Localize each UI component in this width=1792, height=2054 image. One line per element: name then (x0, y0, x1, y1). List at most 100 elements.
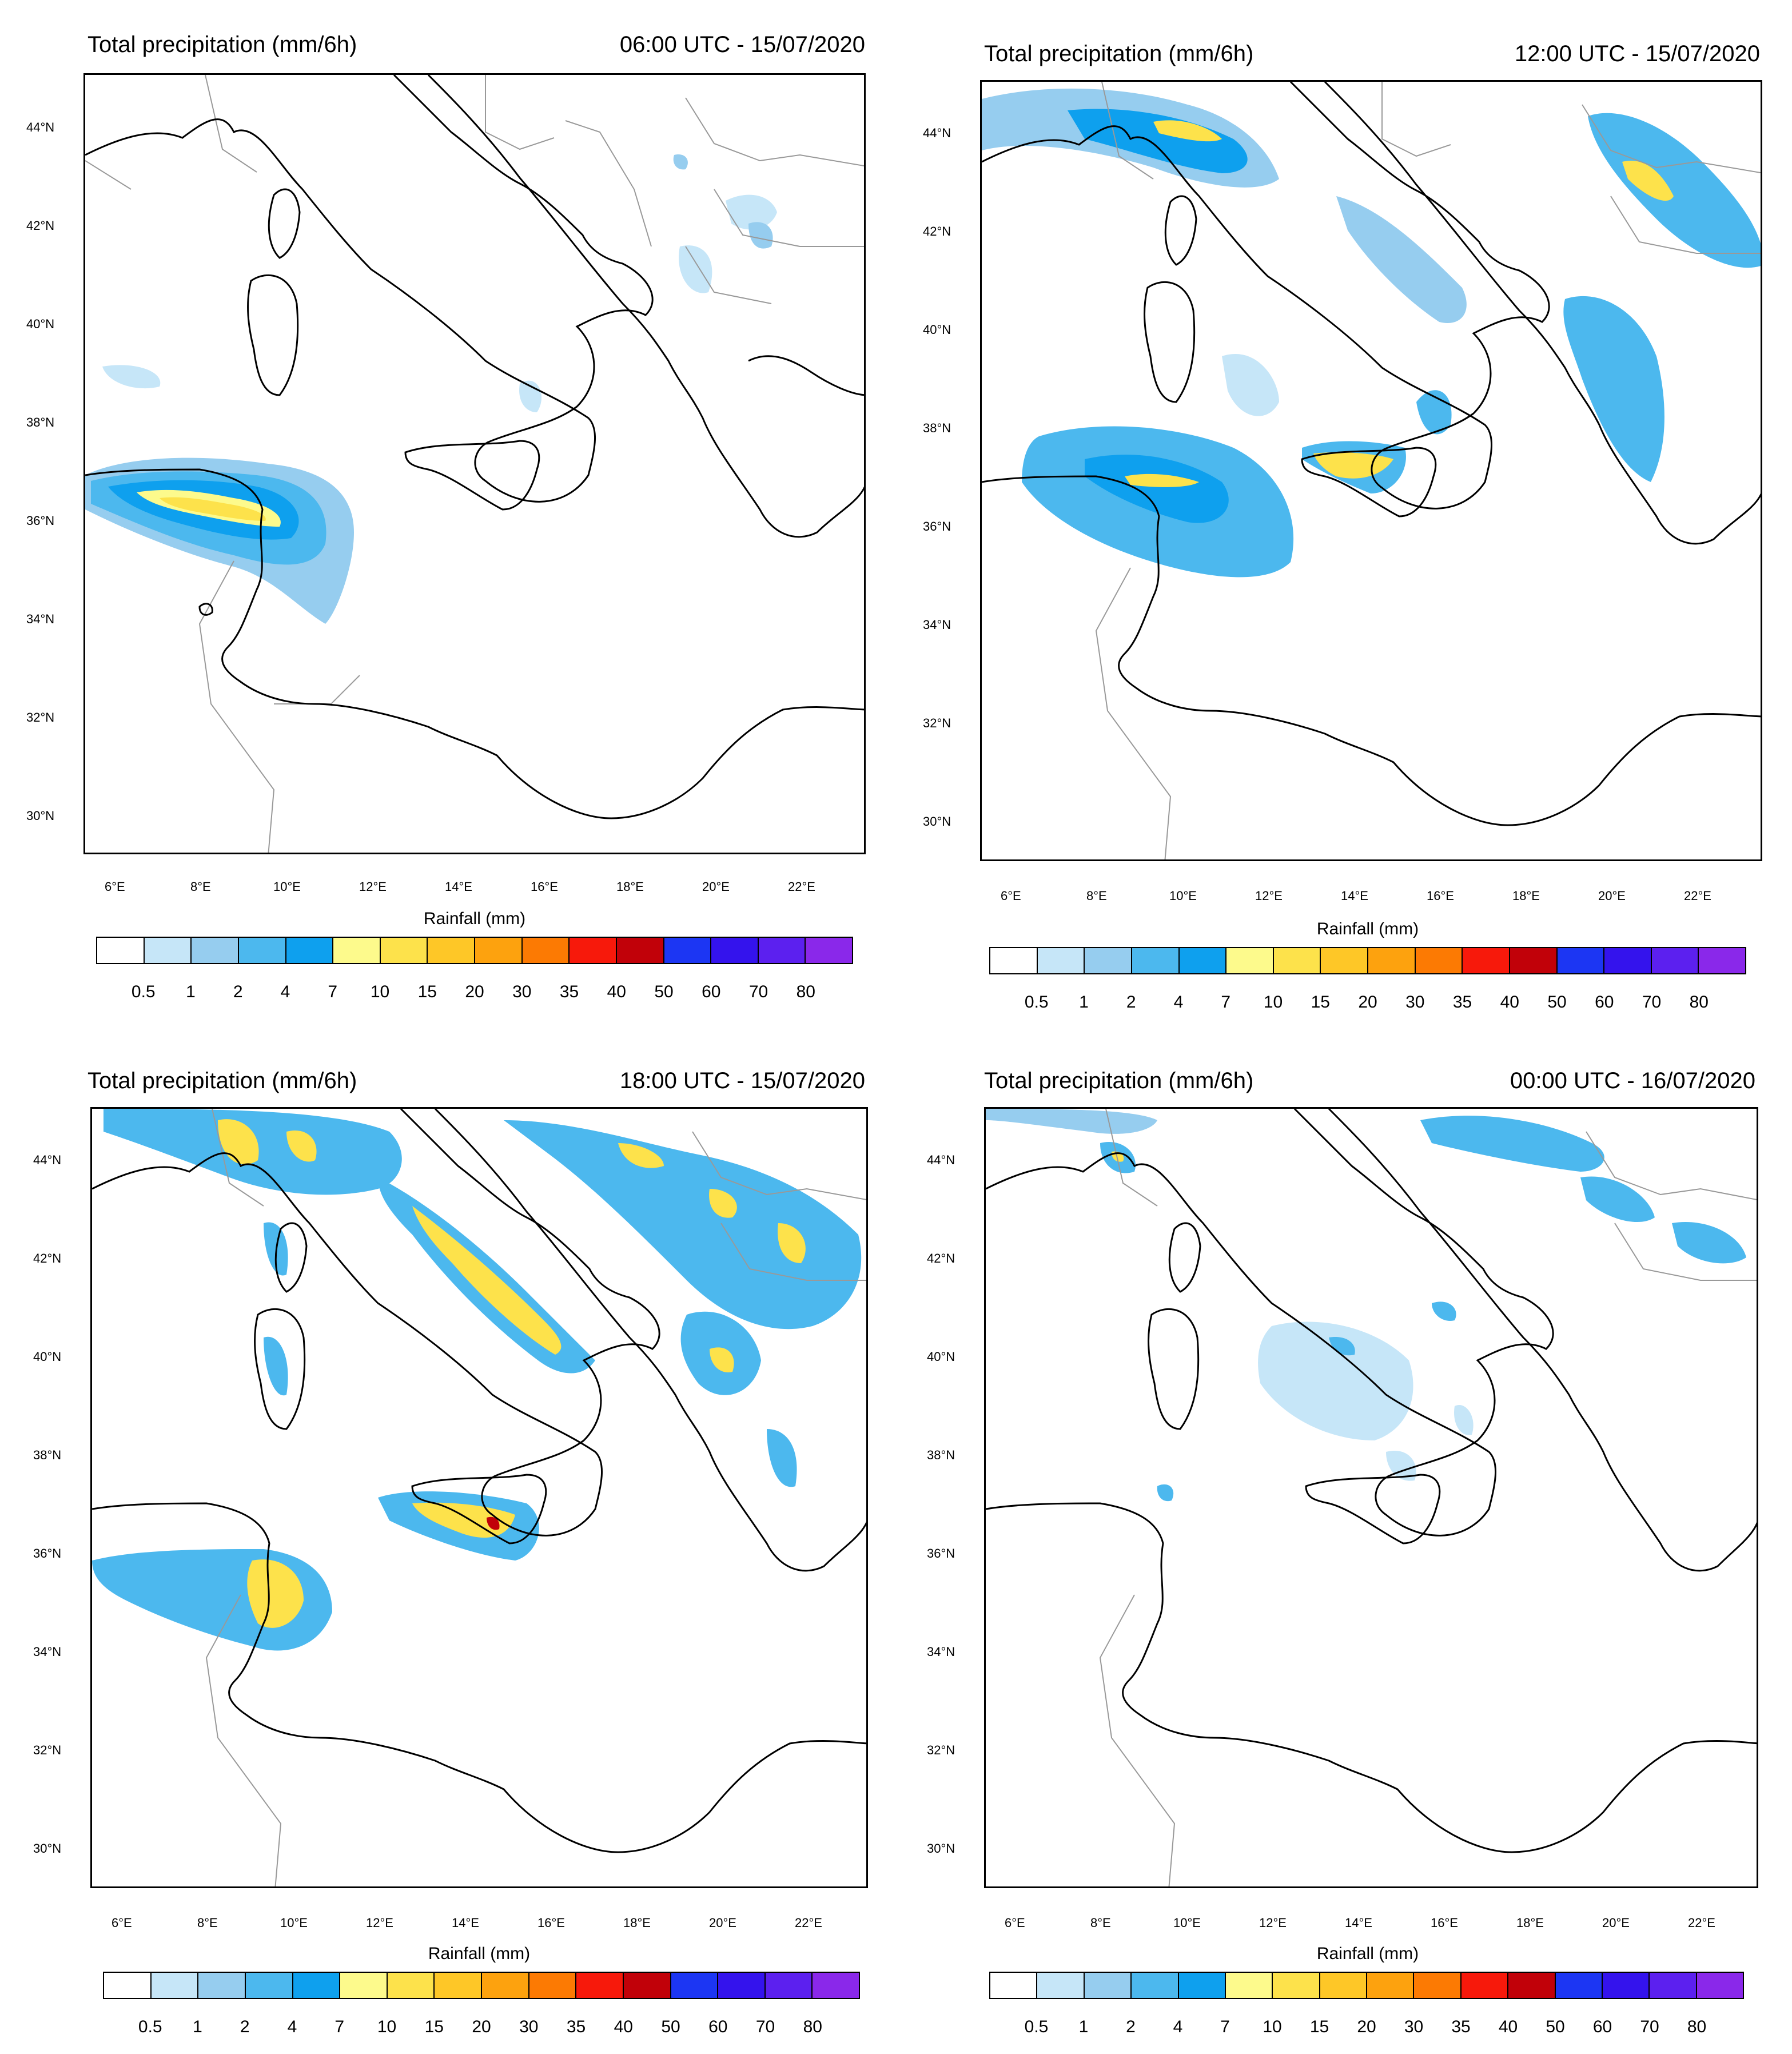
colorbar-value: 60 (708, 2017, 728, 2036)
colorbar-cell (192, 938, 239, 963)
precip-area (726, 194, 777, 230)
colorbar-cell (1510, 948, 1558, 973)
lon-label: 16°E (537, 1916, 565, 1930)
colorbar-value: 1 (193, 2017, 202, 2036)
precip-area (748, 222, 773, 249)
colorbar-values: 0.5 1 2 4 7 10 15 20 30 35 40 50 60 70 80 (96, 984, 853, 1004)
precipitation-map (85, 75, 864, 853)
colorbar-value: 15 (1309, 2017, 1329, 2036)
precipitation-map (986, 1109, 1757, 1886)
colorbar-cell (340, 1973, 388, 1998)
precip-area (1329, 1337, 1355, 1356)
panel-title: Total precipitation (mm/6h) (984, 41, 1254, 66)
lat-label: 38°N (26, 415, 55, 429)
colorbar-value: 4 (287, 2017, 297, 2036)
lat-label: 30°N (923, 814, 951, 829)
colorbar-value: 40 (614, 2017, 633, 2036)
lon-label: 22°E (795, 1916, 822, 1930)
lon-label: 10°E (1173, 1916, 1201, 1930)
precip-area (1386, 1451, 1416, 1481)
colorbar-value: 60 (1595, 993, 1614, 1012)
precip-area (1420, 1116, 1604, 1172)
lat-label: 32°N (33, 1743, 62, 1757)
precip-area (504, 1120, 862, 1329)
colorbar-value: 7 (334, 2017, 345, 2036)
lon-label: 8°E (197, 1916, 218, 1930)
colorbar-cell (97, 938, 145, 963)
precip-area (673, 154, 688, 170)
colorbar-cell (623, 1973, 671, 1998)
precipitation-map (982, 82, 1761, 859)
colorbar-cell (616, 938, 664, 963)
map-panel-0615: Total precipitation (mm/6h) 06:00 UTC - … (0, 0, 896, 1027)
precip-area (679, 245, 712, 293)
colorbar-cell (286, 938, 334, 963)
lat-label: 44°N (923, 126, 951, 140)
lat-label: 34°N (33, 1645, 62, 1659)
lat-label: 40°N (26, 317, 55, 331)
colorbar-value: 20 (1357, 2017, 1376, 2036)
colorbar-cell (1037, 948, 1085, 973)
colorbar-cell (576, 1973, 624, 1998)
colorbar-cell (1084, 1973, 1132, 1998)
colorbar-cell (1699, 948, 1745, 973)
colorbar-value: 80 (1687, 2017, 1707, 2036)
lon-label: 16°E (1427, 889, 1454, 903)
lon-label: 20°E (702, 879, 730, 894)
lat-label: 44°N (33, 1153, 62, 1167)
colorbar-value: 1 (1079, 993, 1089, 1012)
colorbar-cell (1225, 1973, 1273, 1998)
lat-label: 42°N (927, 1251, 955, 1265)
colorbar-cell (482, 1973, 529, 1998)
colorbar-value: 80 (803, 2017, 822, 2036)
precip-fields (85, 154, 777, 624)
lon-label: 14°E (1345, 1916, 1372, 1930)
precipitation-map (92, 1109, 866, 1886)
colorbar (989, 1972, 1744, 1999)
colorbar-value: 40 (1498, 2017, 1518, 2036)
colorbar-value: 35 (559, 982, 579, 1001)
colorbar-value: 20 (472, 2017, 491, 2036)
lat-label: 32°N (923, 716, 951, 730)
colorbar-cell (1085, 948, 1132, 973)
colorbar-cell (435, 1973, 482, 1998)
colorbar-cell (1273, 1973, 1320, 1998)
colorbar-cell (1321, 948, 1368, 973)
lon-label: 20°E (709, 1916, 736, 1930)
lon-label: 12°E (1255, 889, 1283, 903)
colorbar (96, 937, 853, 964)
lon-label: 14°E (445, 879, 472, 894)
colorbar-values: 0.5 1 2 4 7 10 15 20 30 35 40 50 60 70 80 (103, 2019, 860, 2039)
precip-area (1222, 354, 1279, 416)
lon-label: 10°E (1169, 889, 1197, 903)
map-frame (83, 73, 866, 854)
colorbar-value: 35 (1452, 993, 1472, 1012)
lat-label: 40°N (33, 1350, 62, 1364)
lon-label: 6°E (1001, 889, 1021, 903)
colorbar-cell (718, 1973, 766, 1998)
colorbar-value: 70 (1640, 2017, 1659, 2036)
colorbar-cell (1178, 1973, 1226, 1998)
precip-area (1157, 1484, 1174, 1502)
precip-area (1563, 296, 1664, 482)
lat-label: 32°N (927, 1743, 955, 1757)
precip-area (710, 1347, 734, 1372)
panel-title: Total precipitation (mm/6h) (87, 1068, 357, 1093)
colorbar-value: 80 (796, 982, 815, 1001)
colorbar-cell (813, 1973, 859, 1998)
colorbar-value: 50 (1546, 2017, 1565, 2036)
colorbar-values: 0.5 1 2 4 7 10 15 20 30 35 40 50 60 70 80 (989, 2019, 1744, 2039)
lon-label: 6°E (1005, 1916, 1025, 1930)
lon-label: 22°E (788, 879, 815, 894)
colorbar-value: 20 (465, 982, 484, 1001)
precip-area (412, 1206, 562, 1355)
map-panel-1815: Total precipitation (mm/6h) 18:00 UTC - … (0, 1027, 896, 2054)
precip-area (709, 1189, 737, 1218)
lon-label: 10°E (273, 879, 301, 894)
map-frame (90, 1107, 868, 1888)
lon-label: 18°E (616, 879, 644, 894)
lon-label: 18°E (623, 1916, 651, 1930)
borders (1099, 1109, 1757, 1886)
colorbar-value: 2 (1126, 2017, 1136, 2036)
colorbar-value: 10 (1263, 2017, 1282, 2036)
